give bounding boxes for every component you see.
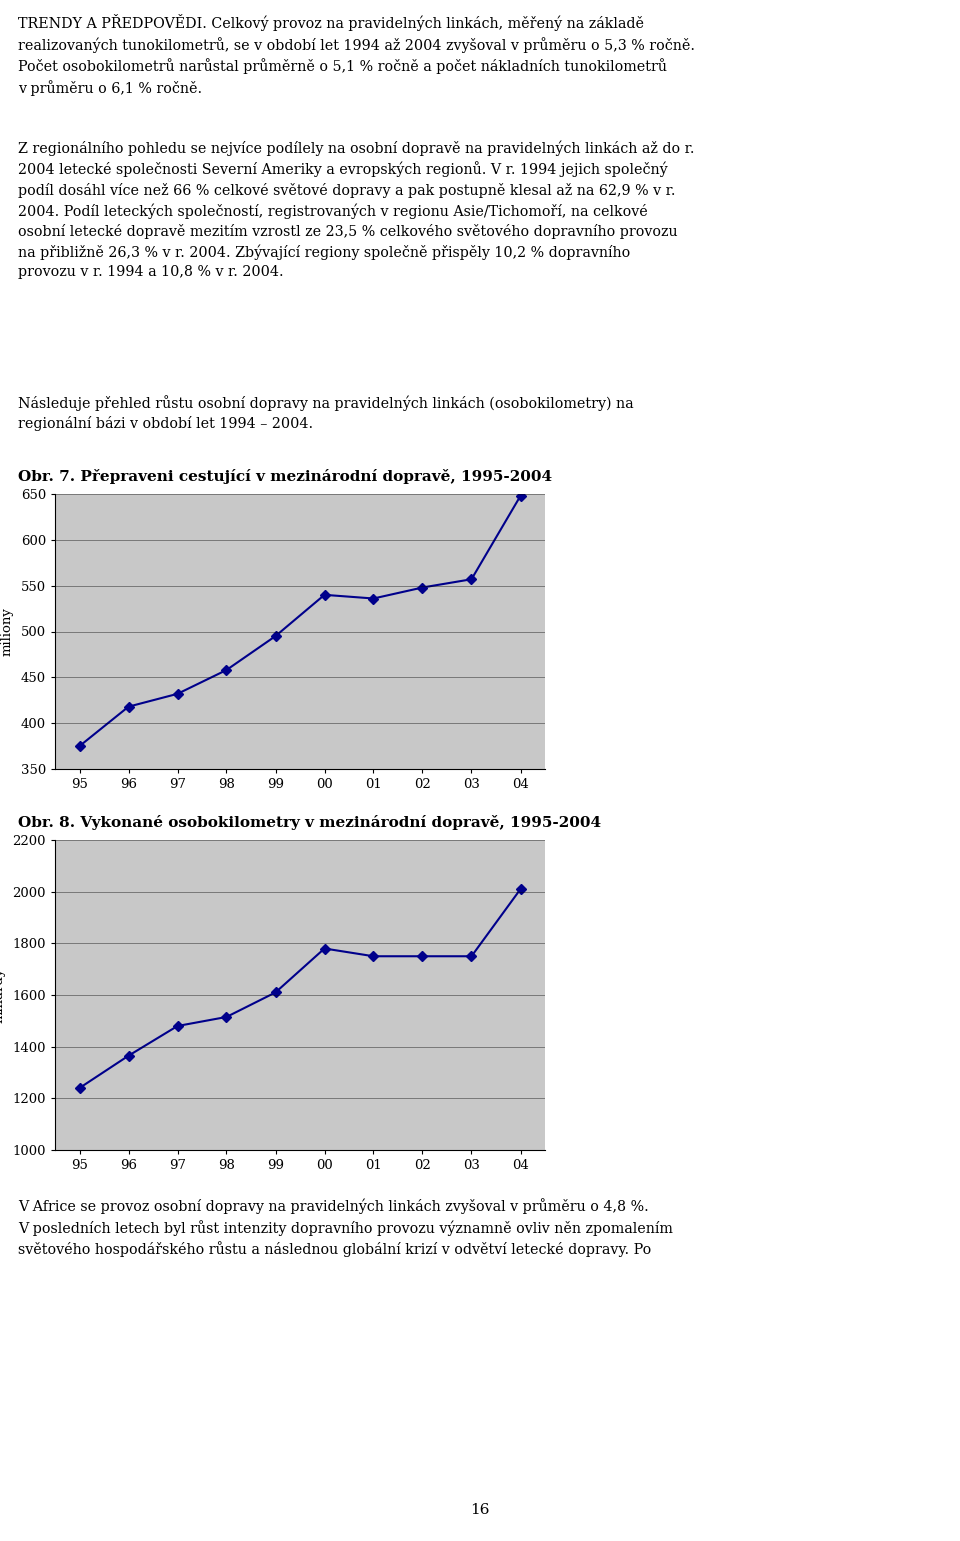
Text: Obr. 7. Přepraveni cestující v mezinárodní dopravě, 1995-2004: Obr. 7. Přepraveni cestující v mezinárod…: [18, 468, 552, 484]
Text: TRENDY A PŘEDPOVĚDI. Celkový provoz na pravidelných linkách, měřený na základě
r: TRENDY A PŘEDPOVĚDI. Celkový provoz na p…: [18, 14, 695, 96]
Y-axis label: miliardy: miliardy: [0, 968, 6, 1023]
Y-axis label: miliony: miliony: [1, 607, 13, 656]
Text: 16: 16: [470, 1502, 490, 1516]
Text: Následuje přehled růstu osobní dopravy na pravidelných linkách (osobokilometry) : Následuje přehled růstu osobní dopravy n…: [18, 394, 634, 431]
Text: V Africe se provoz osobní dopravy na pravidelných linkách zvyšoval v průměru o 4: V Africe se provoz osobní dopravy na pra…: [18, 1197, 673, 1257]
Text: Z regionálního pohledu se nejvíce podílely na osobní dopravě na pravidelných lin: Z regionálního pohledu se nejvíce podíle…: [18, 140, 694, 279]
Text: Obr. 8. Vykonané osobokilometry v mezinárodní dopravě, 1995-2004: Obr. 8. Vykonané osobokilometry v meziná…: [18, 815, 601, 829]
